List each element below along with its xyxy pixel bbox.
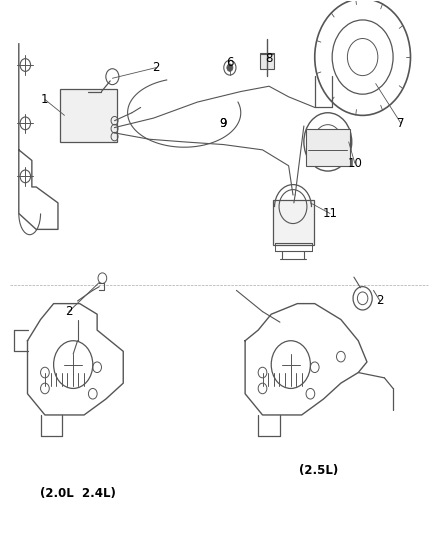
Text: 9: 9 xyxy=(219,117,227,130)
Circle shape xyxy=(227,64,233,71)
Text: 8: 8 xyxy=(265,52,273,65)
Text: 2: 2 xyxy=(152,61,159,74)
Text: 7: 7 xyxy=(397,117,405,130)
FancyBboxPatch shape xyxy=(306,128,350,166)
Text: 2: 2 xyxy=(65,305,73,318)
Text: 10: 10 xyxy=(347,157,362,169)
FancyBboxPatch shape xyxy=(60,89,117,142)
Text: 6: 6 xyxy=(226,56,233,69)
Text: 1: 1 xyxy=(41,93,49,106)
FancyBboxPatch shape xyxy=(272,200,314,245)
Text: 11: 11 xyxy=(322,207,338,220)
Text: 9: 9 xyxy=(219,117,227,130)
Text: (2.5L): (2.5L) xyxy=(300,464,339,477)
Text: (2.0L  2.4L): (2.0L 2.4L) xyxy=(39,487,116,500)
Text: 2: 2 xyxy=(376,294,384,308)
FancyBboxPatch shape xyxy=(260,53,274,69)
